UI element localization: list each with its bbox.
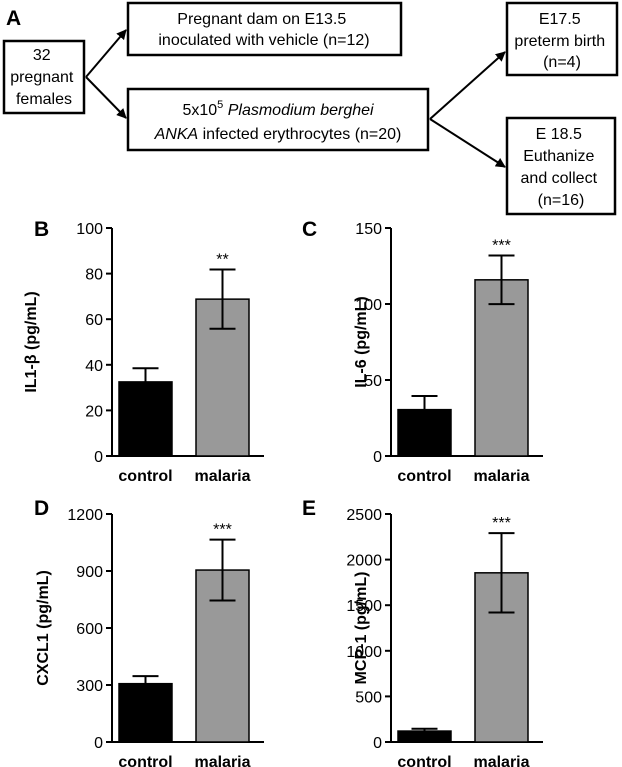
start-line-3: females	[16, 91, 72, 108]
vehicle-box	[126, 1, 403, 57]
chart-panel-c: C IL-6 (pg/mL) 0 50 100 150 control malaria ***	[302, 218, 543, 485]
x-tick-label-malaria-c: malaria	[473, 468, 529, 485]
chart-panel-d: D CXCL1 (pg/mL) 0 300 600 900 1200 control malar…	[34, 497, 264, 767]
arrow-infected-to-preterm	[429, 51, 506, 120]
start-line-1: 32	[33, 47, 51, 64]
y-tick-label-b: 60	[85, 312, 103, 329]
y-tick-label-c: 0	[373, 449, 382, 466]
significance-malaria-b: **	[216, 251, 228, 268]
panel-label-e: E	[302, 497, 316, 520]
bar-control-b	[118, 381, 173, 457]
y-tick-label-b: 20	[85, 403, 103, 420]
y-axis-label-d: CXCL1 (pg/mL)	[35, 570, 52, 686]
flowchart: A 32 pregnant females Pregnant dam on E1…	[2, 1, 619, 216]
arrow-start-to-vehicle	[85, 29, 127, 78]
arrow-start-to-infected	[85, 76, 127, 119]
bar-malaria-c	[474, 279, 529, 457]
y-tick-label-e: 2500	[346, 507, 382, 524]
euthanize-line-3: and collect	[521, 170, 598, 187]
euthanize-line-1: E 18.5	[536, 126, 582, 143]
euthanize-box-text: E 18.5 Euthanize and collect (n=16)	[521, 126, 602, 209]
bar-control-e	[397, 730, 452, 743]
x-tick-label-control-e: control	[397, 754, 451, 767]
significance-malaria-c: ***	[492, 238, 511, 255]
vehicle-box-text: Pregnant dam on E13.5 inoculated with ve…	[158, 11, 369, 49]
infected-line-1: 5x105 Plasmodium berghei	[182, 99, 374, 119]
y-tick-label-e: 1500	[346, 598, 382, 615]
significance-malaria-d: ***	[213, 522, 232, 539]
y-tick-label-d: 900	[76, 564, 103, 581]
panel-label-a: A	[6, 7, 21, 30]
infected-box	[126, 87, 430, 152]
start-box	[2, 39, 86, 115]
chart-panel-b: B IL1-β (pg/mL) 0 20 40 60 80 100 control malaria…	[23, 218, 264, 485]
x-tick-label-control-b: control	[118, 468, 172, 485]
vehicle-line-2: inoculated with vehicle (n=12)	[158, 32, 369, 49]
start-line-2: pregnant	[10, 69, 74, 86]
panel-label-b: B	[34, 218, 49, 241]
x-tick-label-malaria-b: malaria	[194, 468, 250, 485]
x-tick-label-control-d: control	[118, 754, 172, 767]
y-axis-label-b: IL1-β (pg/mL)	[23, 291, 40, 392]
x-tick-label-control-c: control	[397, 468, 451, 485]
x-tick-label-malaria-e: malaria	[473, 754, 529, 767]
y-tick-label-d: 0	[94, 735, 103, 752]
x-tick-label-malaria-d: malaria	[194, 754, 250, 767]
bar-control-d	[118, 682, 173, 743]
preterm-box	[505, 1, 619, 77]
preterm-line-1: E17.5	[539, 11, 581, 28]
euthanize-line-2: Euthanize	[523, 148, 594, 165]
panel-label-d: D	[34, 497, 49, 520]
y-tick-label-e: 0	[373, 735, 382, 752]
y-tick-label-b: 40	[85, 358, 103, 375]
y-tick-label-b: 100	[76, 221, 103, 238]
y-tick-label-d: 1200	[67, 507, 103, 524]
y-tick-label-b: 80	[85, 267, 103, 284]
significance-malaria-e: ***	[492, 515, 511, 532]
y-tick-label-c: 50	[364, 373, 382, 390]
preterm-line-2: preterm birth	[514, 33, 605, 50]
y-tick-label-e: 1000	[346, 644, 382, 661]
bar-control-c	[397, 408, 452, 457]
vehicle-line-1: Pregnant dam on E13.5	[177, 11, 346, 28]
y-tick-label-c: 100	[355, 297, 382, 314]
y-tick-label-d: 600	[76, 621, 103, 638]
panel-label-c: C	[302, 218, 317, 241]
y-tick-label-e: 2000	[346, 553, 382, 570]
start-box-text: 32 pregnant females	[10, 47, 78, 108]
euthanize-line-4: (n=16)	[538, 192, 585, 209]
preterm-line-3: (n=4)	[543, 54, 581, 71]
euthanize-box	[505, 116, 617, 216]
infected-line-2: ANKA infected erythrocytes (n=20)	[154, 126, 402, 143]
y-tick-label-c: 150	[355, 221, 382, 238]
y-tick-label-e: 500	[355, 689, 382, 706]
y-axis-label-c: IL-6 (pg/mL)	[353, 296, 370, 388]
y-tick-label-b: 0	[94, 449, 103, 466]
chart-panel-e: E MCP-1 (pg/mL) 0 500 1000 1500 2000 2500 contro…	[302, 497, 543, 767]
preterm-box-text: E17.5 preterm birth (n=4)	[514, 11, 609, 71]
y-axis-label-e: MCP-1 (pg/mL)	[353, 572, 370, 685]
arrow-infected-to-euthanize	[429, 118, 506, 168]
y-tick-label-d: 300	[76, 678, 103, 695]
